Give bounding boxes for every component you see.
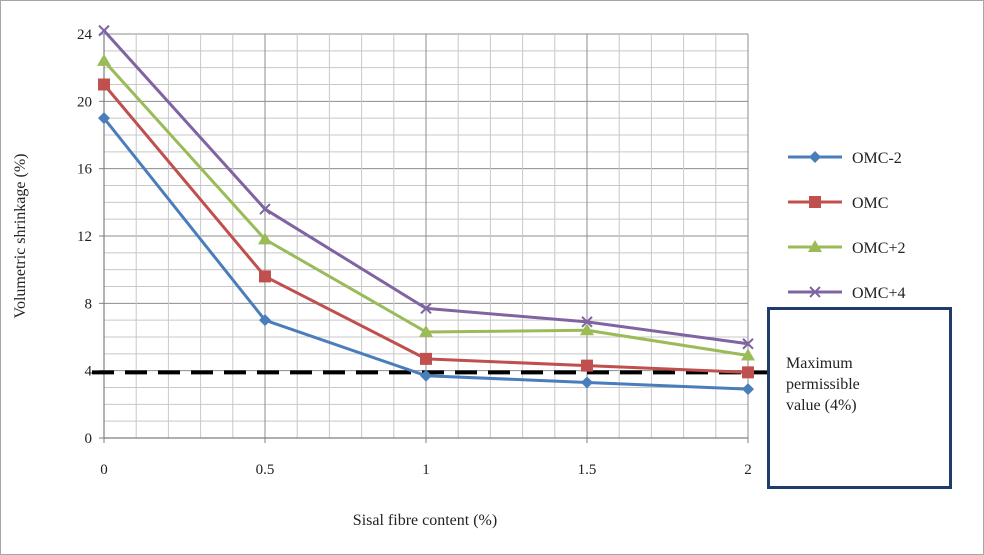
x-tick-label: 1.5: [578, 462, 597, 478]
y-tick-label: 20: [77, 94, 92, 110]
data-point: [742, 383, 754, 396]
x-tick-label: 2: [744, 462, 752, 478]
x-axis-title: Sisal fibre content (%): [353, 512, 497, 529]
data-point: [741, 348, 755, 361]
series-omc-4: [98, 24, 754, 350]
data-point: [580, 323, 594, 336]
data-point: [581, 316, 593, 328]
x-tick-label: 0.5: [256, 462, 275, 478]
annotation-text: Maximum permissible value (4%): [786, 355, 860, 414]
data-point: [258, 232, 272, 245]
data-point: [809, 151, 821, 163]
data-point: [809, 286, 821, 298]
legend-label: OMC-2: [852, 150, 902, 167]
legend-label: OMC: [852, 195, 888, 212]
legend-label: OMC+4: [852, 285, 905, 302]
data-point: [97, 53, 111, 66]
x-tick-label: 0: [100, 462, 108, 478]
legend-item: OMC-2: [788, 150, 902, 167]
data-point: [98, 78, 110, 91]
y-tick-label: 0: [85, 431, 93, 447]
data-point: [420, 352, 432, 365]
series-group: [97, 24, 755, 396]
tick-labels: 0 4 8 12 16 20 24 0 0.5 1 1.5 2: [77, 27, 752, 478]
data-point: [581, 359, 593, 372]
data-point: [98, 112, 110, 125]
data-point: [259, 314, 271, 327]
data-point: [742, 338, 754, 350]
axes: [99, 33, 749, 443]
data-point: [419, 324, 433, 337]
x-tick-label: 1: [422, 462, 430, 478]
series-omc-2: [97, 53, 755, 361]
data-point: [809, 196, 821, 208]
y-tick-label: 16: [77, 162, 93, 178]
data-point: [808, 240, 822, 252]
y-axis-title: Volumetric shrinkage (%): [12, 154, 29, 319]
series-omc: [98, 78, 754, 379]
series-omc-2: [98, 112, 754, 396]
legend-label: OMC+2: [852, 240, 905, 257]
legend-item: OMC+4: [788, 285, 905, 302]
y-tick-label: 8: [85, 296, 93, 312]
data-point: [420, 302, 432, 315]
data-point: [742, 366, 754, 379]
legend-item: OMC+2: [788, 240, 905, 257]
data-point: [98, 24, 110, 37]
legend: OMC-2 OMC OMC+2 OMC+4: [788, 150, 905, 302]
data-point: [420, 369, 432, 382]
annotation-box: Maximum permissible value (4%): [767, 307, 952, 489]
legend-item: OMC: [788, 195, 888, 212]
data-point: [259, 203, 271, 215]
data-point: [581, 376, 593, 389]
data-point: [259, 270, 271, 283]
y-tick-label: 24: [77, 27, 93, 43]
y-tick-label: 12: [77, 229, 92, 245]
y-tick-label: 4: [85, 364, 93, 380]
